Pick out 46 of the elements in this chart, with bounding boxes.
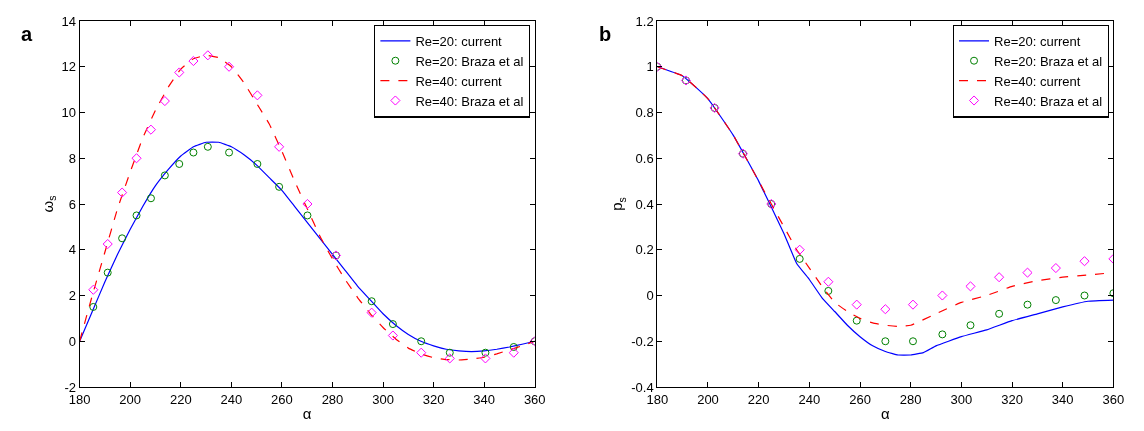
x-tick-label: 260 [849, 391, 871, 407]
x-tick-label: 360 [1102, 391, 1125, 407]
y-tick-label: 0.8 [635, 105, 654, 121]
y-tick-label: 0.6 [635, 150, 654, 166]
y-tick-label: 6 [68, 196, 76, 212]
x-tick-label: 340 [1051, 391, 1074, 407]
x-tick-label: 240 [798, 391, 821, 407]
x-axis-title: α [302, 404, 312, 422]
x-tick-label: 280 [321, 391, 344, 407]
legend-label: Re=20: Braza et al [415, 53, 524, 69]
y-tick-label: 4 [68, 242, 76, 258]
y-tick-label: 1 [646, 59, 654, 75]
x-tick-label: 200 [697, 391, 719, 407]
legend-label: Re=20: current [415, 33, 503, 49]
y-tick-label: 14 [61, 13, 76, 29]
y-tick-label: -0.2 [631, 333, 654, 349]
y-tick-label: 1.2 [635, 13, 654, 29]
chart-title: b [599, 23, 612, 45]
x-tick-label: 320 [1001, 391, 1023, 407]
x-tick-label: 320 [422, 391, 445, 407]
legend-label: Re=40: Braza et al [994, 93, 1103, 109]
y-tick-label: 0 [646, 288, 654, 304]
x-tick-label: 200 [119, 391, 142, 407]
y-tick-label: 8 [68, 150, 76, 166]
x-tick-label: 300 [950, 391, 973, 407]
y-tick-label: 0.4 [635, 196, 654, 212]
y-tick-label: 0.2 [635, 242, 654, 258]
chart-title: a [21, 23, 33, 45]
x-tick-label: 360 [523, 391, 546, 407]
legend-label: Re=20: Braza et al [994, 53, 1103, 69]
x-axis-title: α [881, 404, 891, 422]
legend-label: Re=40: Braza et al [415, 93, 524, 109]
x-tick-label: 260 [271, 391, 293, 407]
x-tick-label: 220 [169, 391, 192, 407]
y-tick-label: 10 [61, 105, 76, 121]
x-tick-label: 300 [372, 391, 394, 407]
y-tick-label: 12 [61, 59, 76, 75]
x-tick-label: 240 [220, 391, 243, 407]
y-tick-label: 0 [68, 333, 76, 349]
x-tick-label: 220 [747, 391, 770, 407]
legend-label: Re=40: current [415, 73, 503, 89]
x-tick-label: 340 [473, 391, 496, 407]
x-tick-label: 280 [899, 391, 922, 407]
y-tick-label: 2 [68, 288, 76, 304]
legend-label: Re=40: current [994, 73, 1081, 89]
legend-label: Re=20: current [994, 33, 1081, 49]
